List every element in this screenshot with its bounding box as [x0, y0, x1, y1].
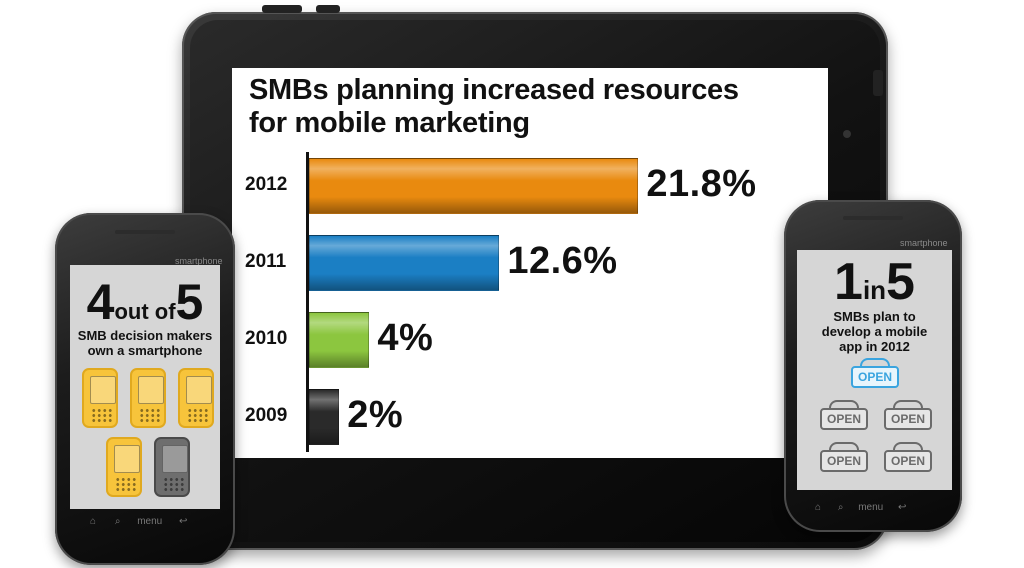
sign-hanger-icon	[829, 442, 859, 450]
open-sign: OPEN	[820, 450, 868, 472]
caption-line: develop a mobile	[821, 324, 928, 339]
right-phone-stat: 1in5	[797, 252, 952, 312]
left-phone-caption: SMB decision makers own a smartphone	[70, 328, 220, 358]
tablet-top-button	[262, 5, 302, 13]
home-icon[interactable]: ⌂	[90, 516, 97, 527]
stat-number: 1	[834, 253, 863, 311]
y-tick-label: 2011	[245, 251, 287, 272]
y-tick-label: 2012	[245, 174, 288, 195]
y-tick-label: 2010	[245, 328, 288, 349]
stat-connector: out of	[114, 299, 176, 324]
smartphone-owned-icon	[82, 368, 118, 428]
chart-title: SMBs planning increased resources for mo…	[249, 74, 809, 140]
smartphone-owned-icon	[106, 437, 142, 497]
right-phone-caption: SMBs plan to develop a mobile app in 201…	[797, 309, 952, 354]
smartphone-owned-icon	[130, 368, 166, 428]
tablet-top-button	[316, 5, 340, 13]
menu-button[interactable]: menu	[137, 516, 163, 527]
open-sign: OPEN	[820, 408, 868, 430]
right-phone-nav-bar: ⌂ ⌕ menu ↩	[815, 502, 906, 513]
data-label: 21.8%	[646, 163, 757, 205]
home-icon[interactable]: ⌂	[815, 502, 822, 513]
stat-total: 5	[175, 274, 204, 330]
smartphone-owned-icon	[178, 368, 214, 428]
back-icon[interactable]: ↩	[179, 516, 188, 527]
sign-hanger-icon	[829, 400, 859, 408]
data-label: 4%	[377, 317, 434, 359]
chart-axis-line	[306, 152, 309, 452]
search-icon[interactable]: ⌕	[114, 516, 121, 527]
caption-line: own a smartphone	[87, 343, 203, 358]
stat-total: 5	[886, 253, 915, 311]
tablet-side-button	[873, 70, 883, 96]
data-label: 12.6%	[507, 240, 618, 282]
bar	[309, 389, 340, 445]
smartphone-not-owned-icon	[154, 437, 190, 497]
left-phone-nav-bar: ⌂ ⌕ menu ↩	[90, 516, 187, 527]
sign-hanger-icon	[860, 358, 890, 366]
back-icon[interactable]: ↩	[898, 502, 907, 513]
chart-title-line: SMBs planning increased resources	[249, 74, 739, 106]
sign-hanger-icon	[893, 442, 923, 450]
open-sign-highlighted: OPEN	[851, 366, 899, 388]
stat-connector: in	[862, 275, 887, 305]
tablet-camera	[843, 130, 851, 138]
caption-line: SMBs plan to	[833, 309, 916, 324]
data-label: 2%	[347, 394, 404, 436]
bar	[309, 235, 500, 291]
left-phone-stat: 4out of5	[70, 273, 220, 331]
bar	[309, 312, 370, 368]
left-phone-brand: smartphone	[175, 256, 223, 266]
right-phone-speaker	[843, 216, 903, 220]
menu-button[interactable]: menu	[858, 502, 884, 513]
right-phone-brand: smartphone	[900, 238, 948, 248]
bar	[309, 158, 639, 214]
search-icon[interactable]: ⌕	[837, 502, 844, 513]
stat-number: 4	[86, 274, 115, 330]
caption-line: SMB decision makers	[77, 328, 213, 343]
open-sign: OPEN	[884, 450, 932, 472]
caption-line: app in 2012	[839, 339, 910, 354]
left-phone-speaker	[115, 230, 175, 234]
sign-hanger-icon	[893, 400, 923, 408]
y-tick-label: 2009	[245, 405, 288, 426]
chart-title-line: for mobile marketing	[249, 107, 530, 139]
open-sign: OPEN	[884, 408, 932, 430]
